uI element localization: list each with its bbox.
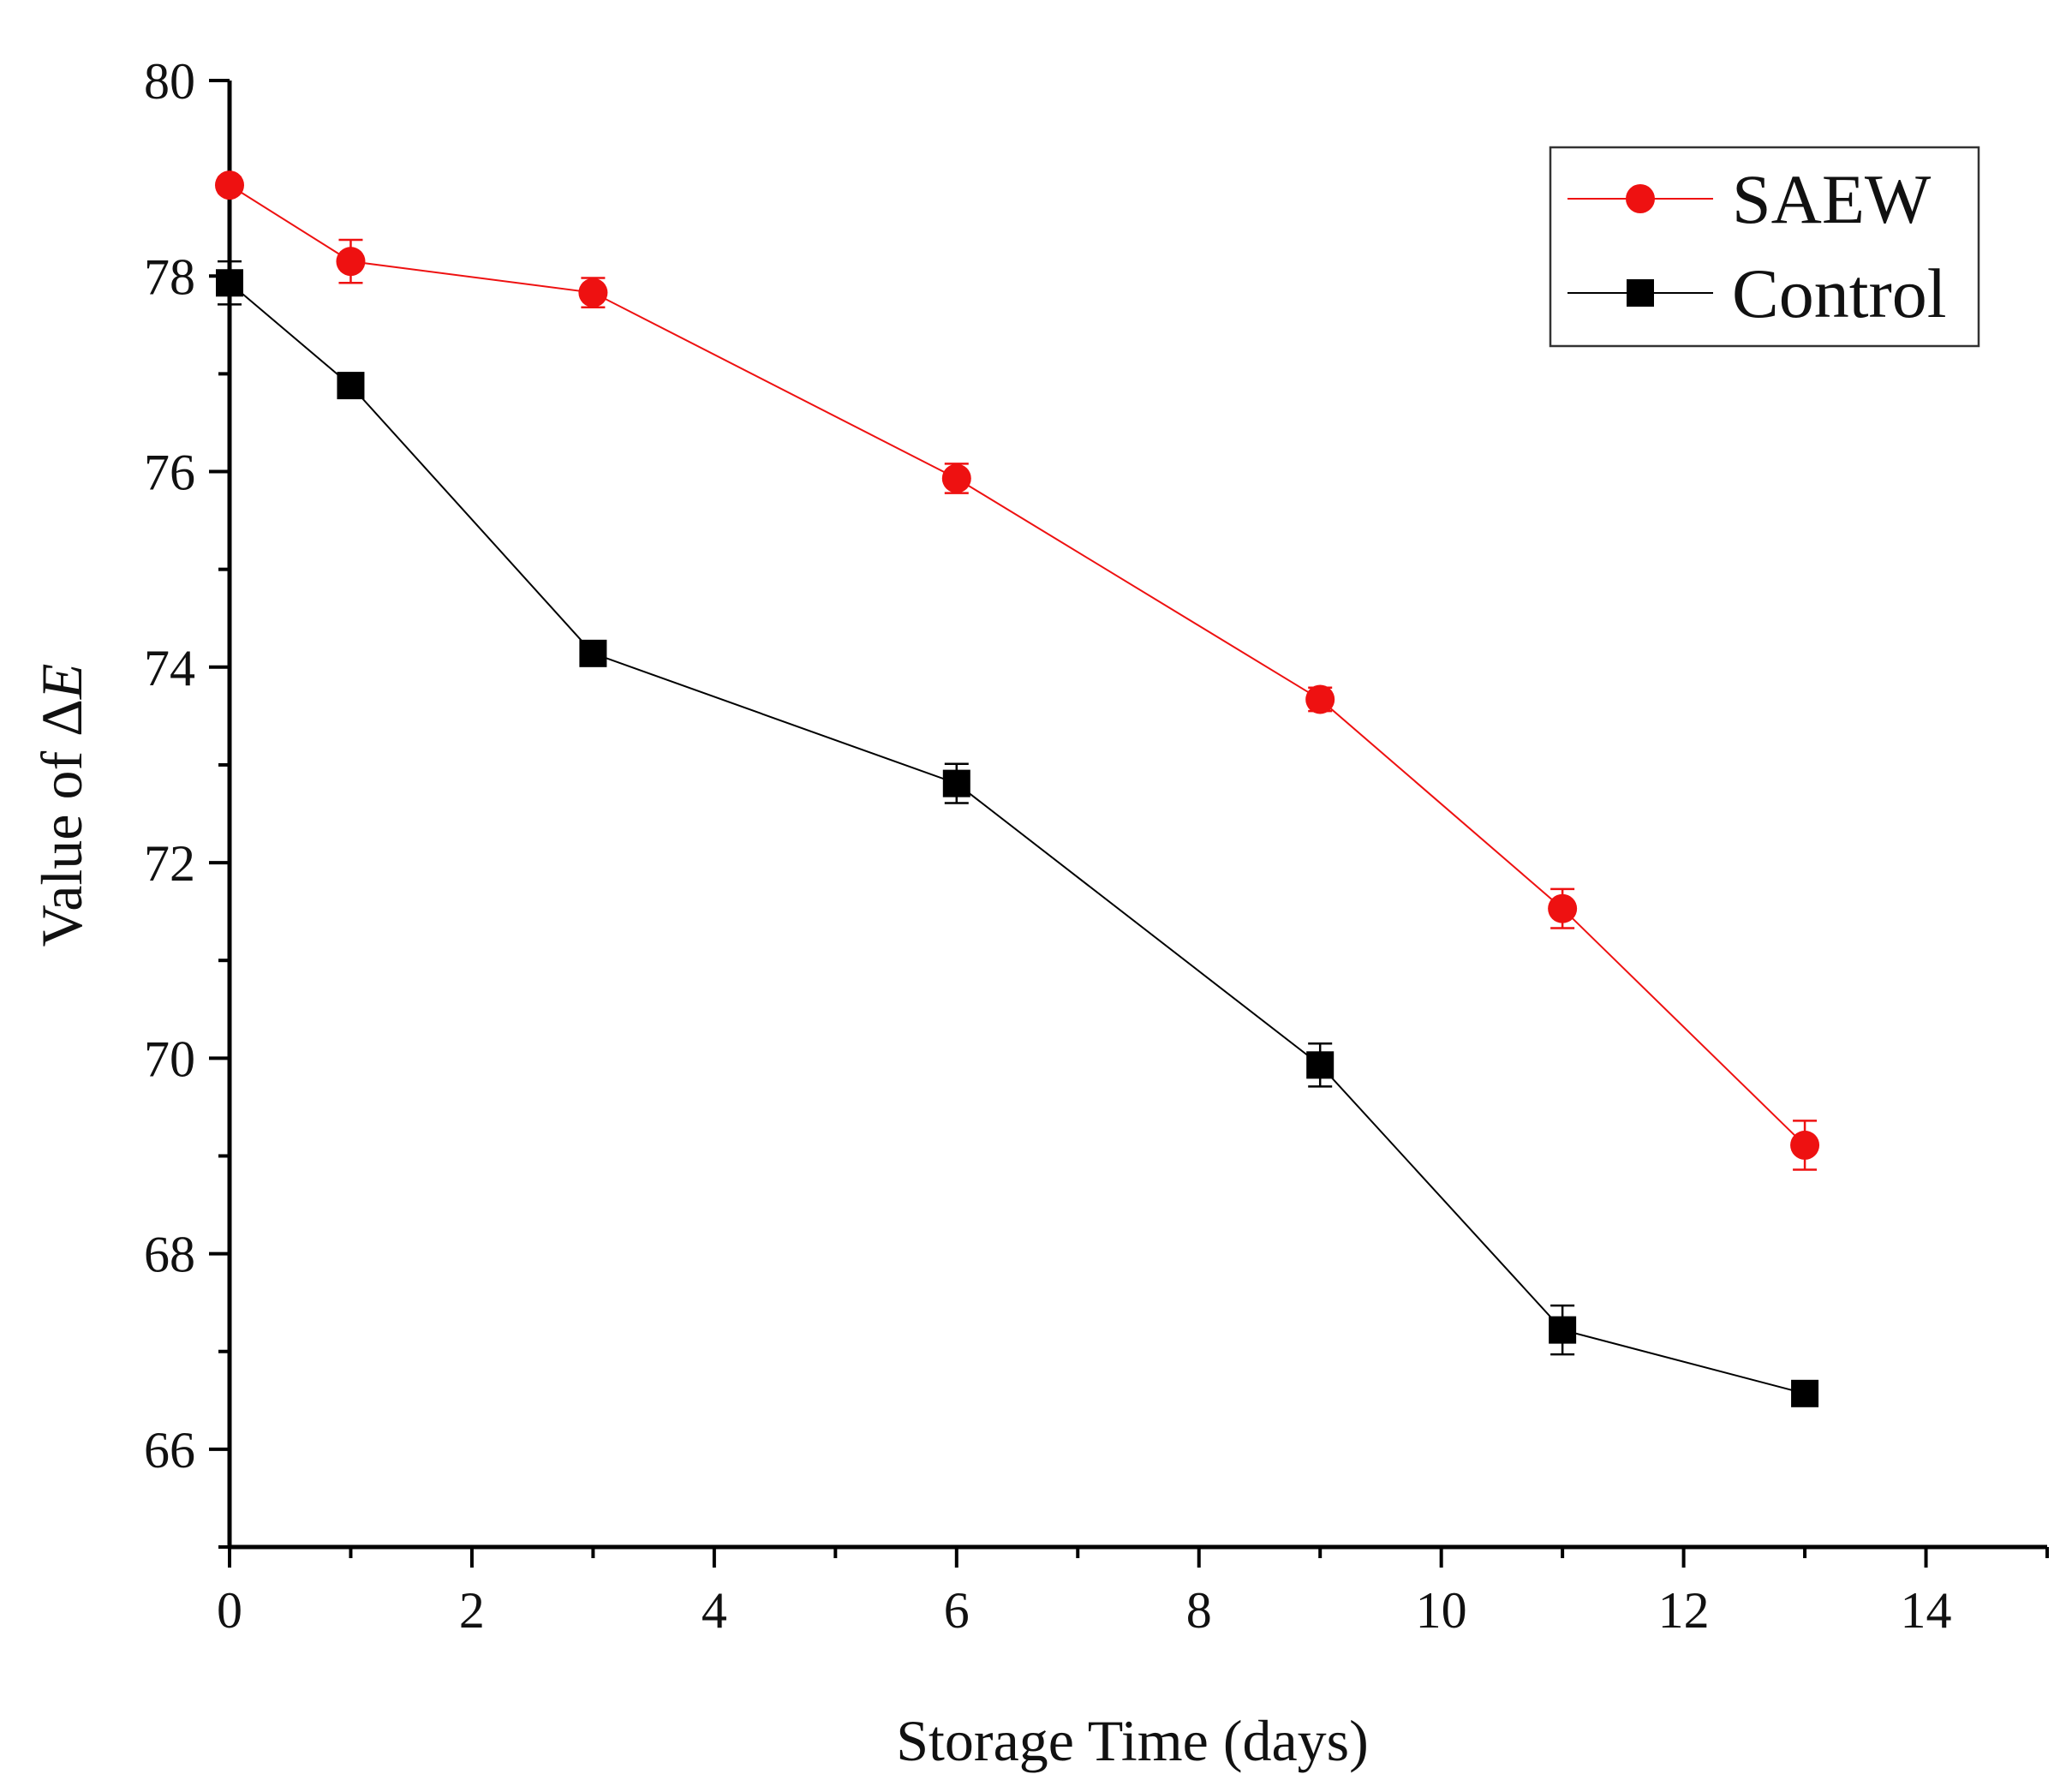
data-point-control [337, 372, 365, 400]
y-tick-label: 70 [144, 1030, 195, 1087]
data-point-saew [578, 278, 608, 308]
y-tick-label: 72 [144, 835, 195, 892]
y-tick-label: 74 [144, 640, 195, 696]
x-tick-label: 10 [1416, 1582, 1467, 1639]
y-axis-title-symbol: E [29, 664, 94, 701]
series-line-control [229, 282, 1806, 1395]
data-point-control [1549, 1316, 1577, 1344]
data-point-control [1306, 1051, 1335, 1079]
x-tick-label: 8 [1186, 1582, 1212, 1639]
data-point-control [579, 639, 607, 667]
data-point-saew [1305, 684, 1335, 714]
series-saew [215, 170, 1820, 1171]
x-tick-label: 0 [217, 1582, 242, 1639]
legend: SAEW Control [1549, 146, 1980, 348]
y-tick-label: 66 [144, 1422, 195, 1478]
data-point-control [1791, 1379, 1819, 1407]
data-point-saew [336, 247, 366, 277]
x-tick-label: 12 [1658, 1582, 1710, 1639]
y-axis-title: Value of ΔE [29, 664, 94, 947]
x-tick-label: 4 [702, 1582, 727, 1639]
series-layer [215, 170, 1820, 1407]
x-tick-label: 14 [1901, 1582, 1952, 1639]
data-point-saew [941, 463, 971, 493]
legend-marker-control [1627, 279, 1654, 307]
y-tick-label: 68 [144, 1227, 195, 1283]
legend-box [1549, 146, 1980, 348]
legend-marker-saew [1626, 184, 1655, 213]
data-point-saew [1790, 1130, 1820, 1160]
x-tick-label: 6 [944, 1582, 970, 1639]
legend-label-control: Control [1732, 254, 1947, 332]
data-point-saew [1548, 893, 1578, 923]
data-point-control [216, 269, 243, 297]
y-tick-label: 78 [144, 248, 195, 305]
y-axis-title-prefix: Value of Δ [29, 699, 94, 947]
data-point-saew [215, 170, 244, 200]
legend-label-saew: SAEW [1732, 160, 1932, 238]
x-tick-label: 2 [459, 1582, 485, 1639]
y-tick-label: 80 [144, 53, 195, 110]
x-axis-title: Storage Time (days) [896, 1708, 1369, 1773]
series-control [216, 260, 1819, 1407]
data-point-control [942, 769, 970, 797]
y-tick-label: 76 [144, 445, 195, 501]
